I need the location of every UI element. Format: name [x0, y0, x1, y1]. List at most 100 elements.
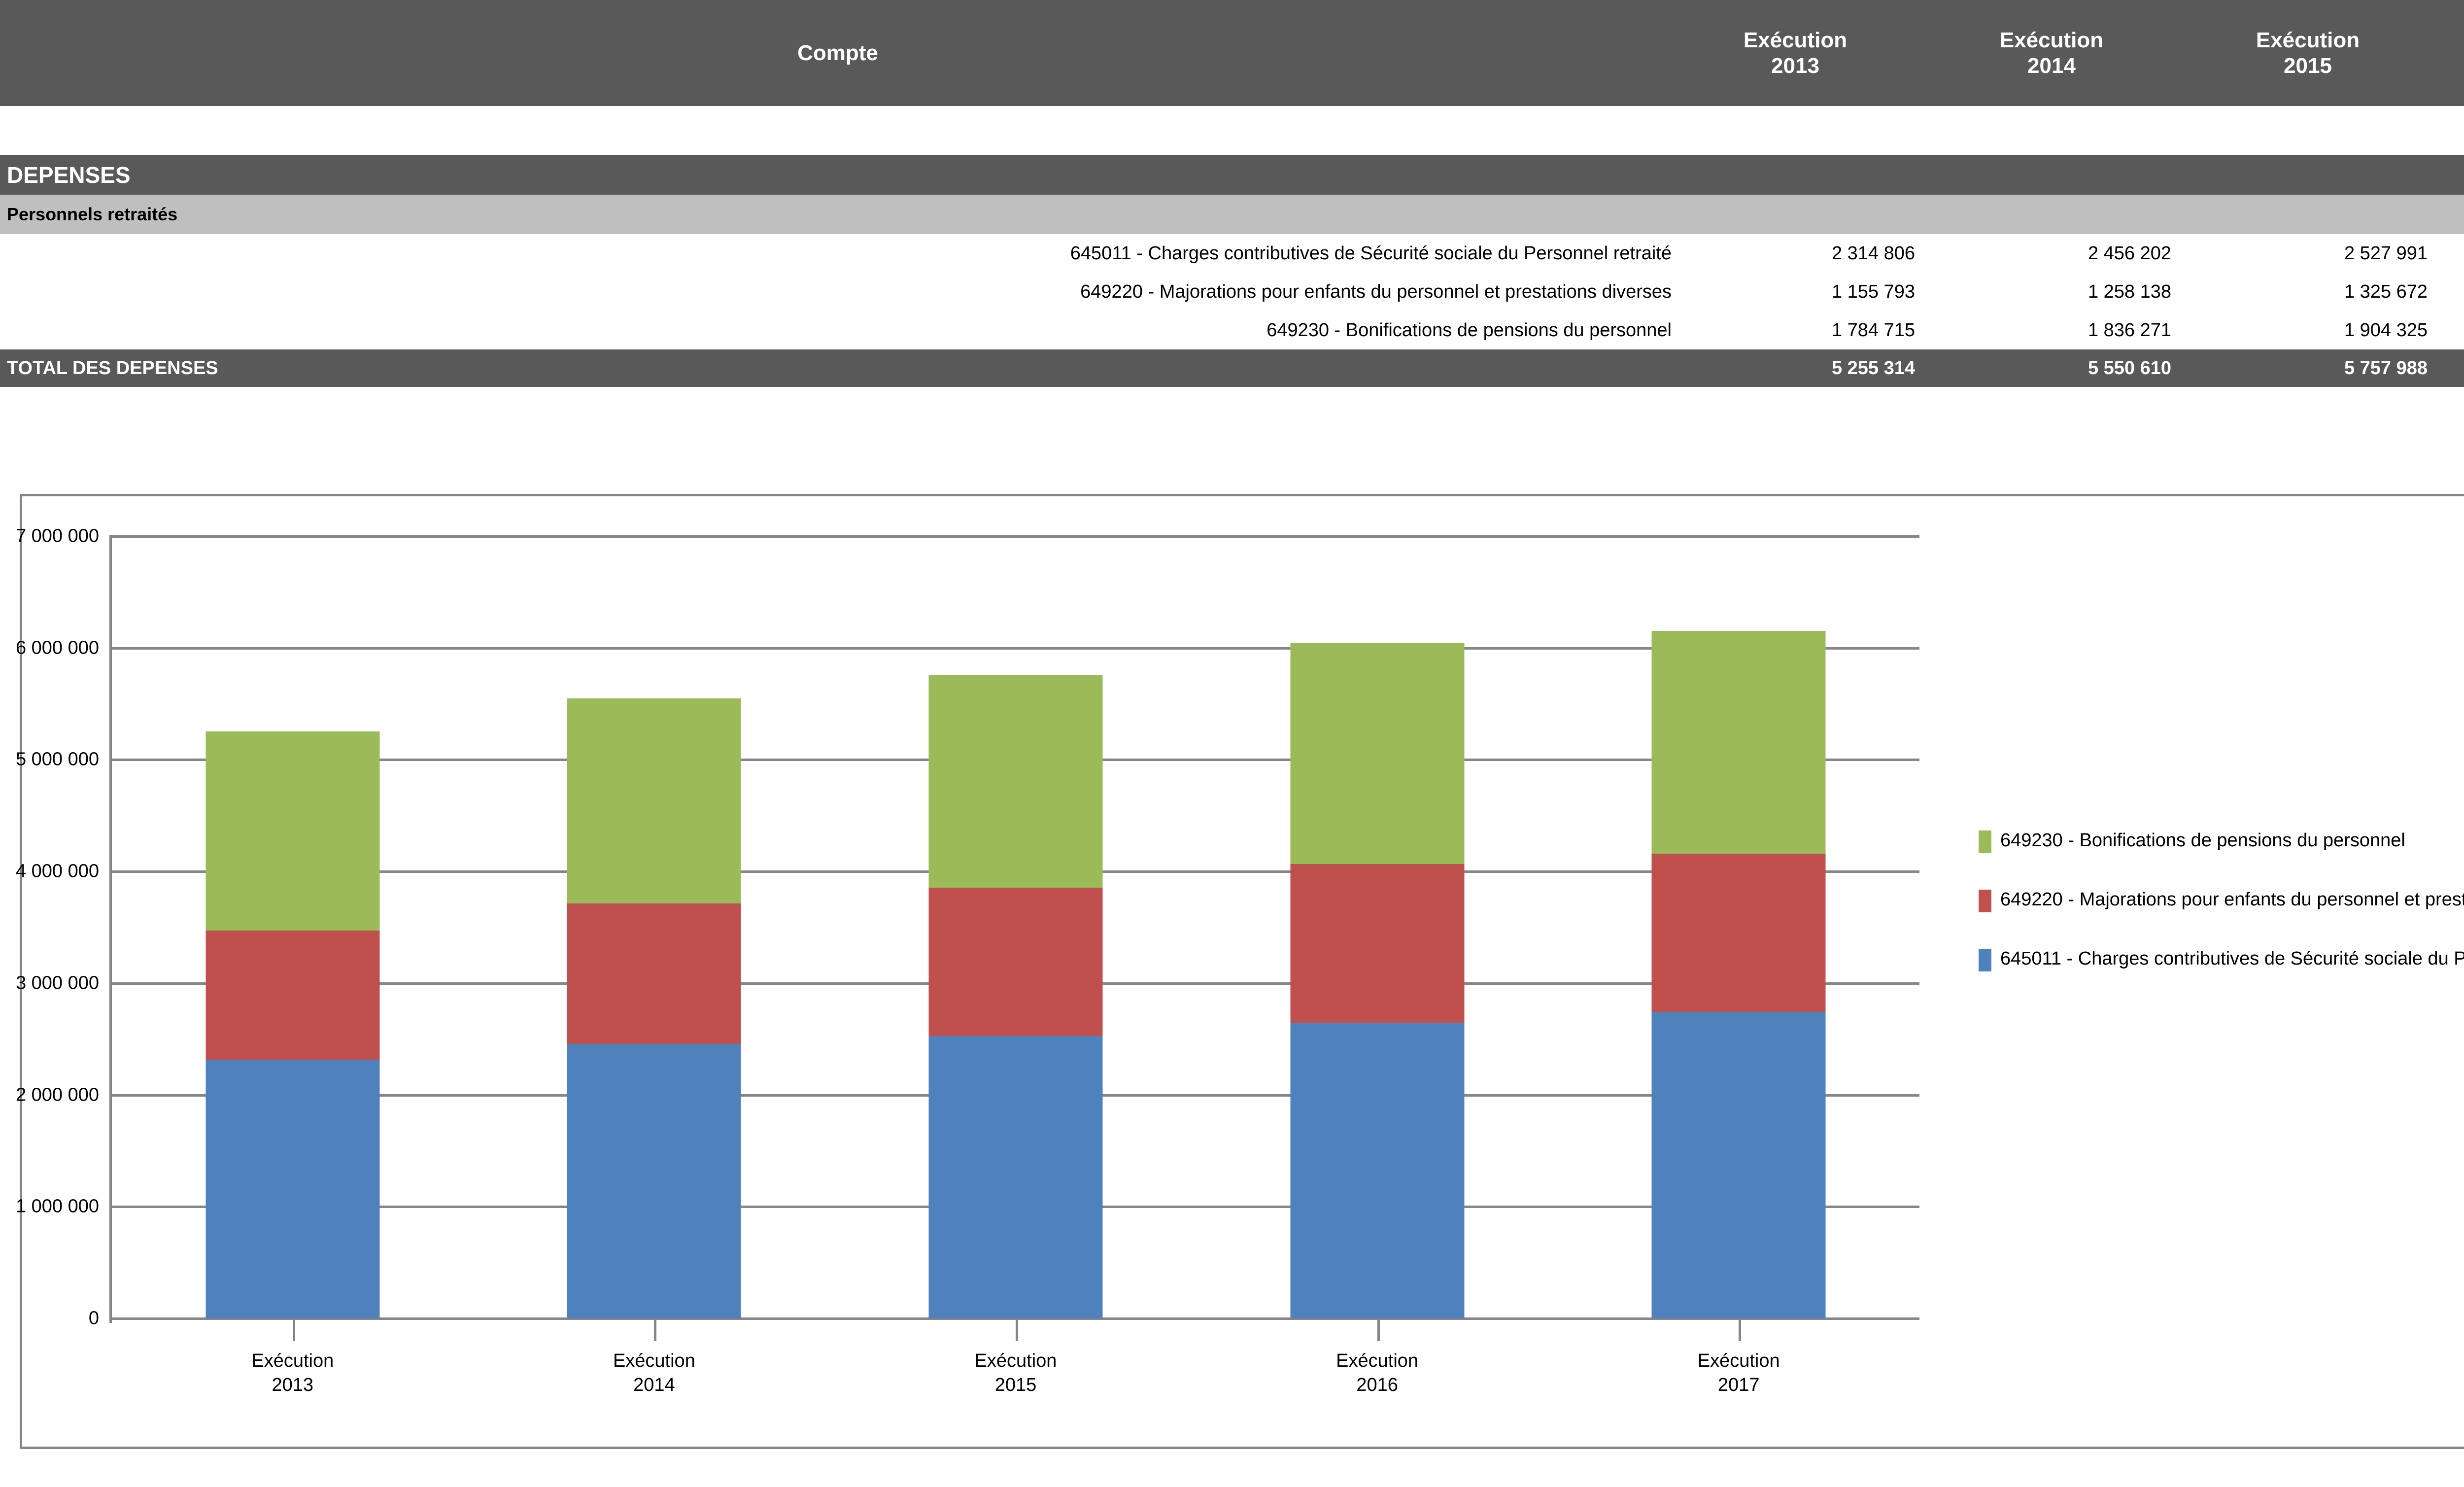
y-axis-tick-label: 3 000 000 — [15, 972, 99, 994]
chart-bars: Exécution 2013 Exécution 2014 Exécution 2015 E… — [112, 536, 1919, 1395]
bar-segment[interactable] — [567, 1044, 741, 1318]
x-axis-tick — [1377, 1318, 1380, 1341]
x-axis-tick-label-line1: Exécution — [251, 1350, 334, 1371]
x-axis-tick — [1739, 1318, 1742, 1341]
x-axis-tick-label: Exécution 2016 — [1336, 1349, 1418, 1398]
y-axis-tick-label: 6 000 000 — [15, 637, 99, 658]
chart-plot-area: 7 000 000 6 000 000 5 000 000 4 000 000 3 00… — [16, 526, 1919, 1395]
column-header-exec-2016-line1: Exécution — [2444, 28, 2464, 53]
x-axis-tick-label-line1: Exécution — [613, 1350, 695, 1371]
bar-stack[interactable] — [928, 675, 1103, 1318]
table-row: 649220 - Majorations pour enfants du per… — [0, 273, 2464, 311]
table-total-row: TOTAL DES DEPENSES 5 255 314 5 550 610 5… — [0, 349, 2464, 387]
budget-table-panel: Compte Exécution 2013 Exécution 2014 Exé… — [0, 0, 2464, 387]
bar-segment[interactable] — [928, 888, 1103, 1036]
bar-segment[interactable] — [567, 698, 741, 903]
x-axis-tick — [292, 1318, 295, 1341]
column-header-exec-2013-line1: Exécution — [1743, 28, 1848, 53]
cell-649230-2013: 1 784 715 — [1676, 311, 1932, 349]
x-axis-tick-label-line1: Exécution — [974, 1350, 1057, 1371]
bar-segment[interactable] — [928, 1036, 1103, 1318]
cell-649220-2014: 1 258 138 — [1932, 273, 2188, 311]
chart-legend: 649230 - Bonifications de pensions du pe… — [1979, 828, 2464, 1005]
bar-segment[interactable] — [1651, 630, 1826, 854]
column-header-exec-2014-line1: Exécution — [1999, 28, 2104, 53]
budget-table: Compte Exécution 2013 Exécution 2014 Exé… — [0, 0, 2464, 387]
legend-label: 645011 - Charges contributives de Sécuri… — [2000, 948, 2464, 969]
bar-segment[interactable] — [1651, 854, 1826, 1012]
y-axis-tick-label: 1 000 000 — [15, 1196, 99, 1217]
cell-649230-2014: 1 836 271 — [1932, 311, 2188, 349]
bar-segment[interactable] — [205, 931, 380, 1060]
subsection-row-personnels-retraites: Personnels retraités — [0, 195, 2464, 234]
x-axis-tick-label-line2: 2017 — [1717, 1375, 1760, 1396]
bar-stack[interactable] — [1290, 643, 1465, 1318]
bar-stack[interactable] — [205, 731, 380, 1318]
section-title-depenses: DEPENSES — [0, 155, 2464, 195]
table-header-row: Compte Exécution 2013 Exécution 2014 Exé… — [0, 0, 2464, 106]
row-label-649220: 649220 - Majorations pour enfants du per… — [0, 273, 1676, 311]
bar-group[interactable]: Exécution 2013 — [112, 536, 474, 1395]
cell-645011-2015: 2 527 991 — [2188, 234, 2444, 273]
table-spacer-row — [0, 106, 2464, 155]
legend-item[interactable]: 645011 - Charges contributives de Sécuri… — [1979, 946, 2464, 972]
legend-swatch-icon — [1979, 830, 1991, 853]
x-axis-tick — [654, 1318, 657, 1341]
cell-649230-2015: 1 904 325 — [2188, 311, 2444, 349]
bar-segment[interactable] — [567, 903, 741, 1044]
bar-stack[interactable] — [567, 698, 741, 1318]
bar-segment[interactable] — [928, 675, 1103, 888]
bar-segment[interactable] — [205, 1060, 380, 1318]
x-axis-tick-label-line2: 2013 — [272, 1375, 314, 1396]
cell-649220-2013: 1 155 793 — [1676, 273, 1932, 311]
column-header-exec-2015: Exécution 2015 — [2188, 0, 2444, 106]
cell-645011-2013: 2 314 806 — [1676, 234, 1932, 273]
bar-segment[interactable] — [205, 731, 380, 931]
table-row: 645011 - Charges contributives de Sécuri… — [0, 234, 2464, 273]
column-header-exec-2015-line2: 2015 — [2284, 53, 2332, 78]
x-axis-tick-label-line1: Exécution — [1336, 1350, 1419, 1371]
cell-645011-2014: 2 456 202 — [1932, 234, 2188, 273]
legend-item[interactable]: 649220 - Majorations pour enfants du per… — [1979, 887, 2464, 913]
x-axis-tick-label: Exécution 2014 — [613, 1349, 695, 1398]
y-axis-tick-label: 0 — [88, 1308, 99, 1329]
bar-group[interactable]: Exécution 2016 — [1197, 536, 1558, 1395]
bar-group[interactable]: Exécution 2015 — [835, 536, 1197, 1395]
bar-segment[interactable] — [1290, 643, 1465, 864]
x-axis-tick-label-line1: Exécution — [1697, 1350, 1780, 1371]
y-axis-tick-label: 2 000 000 — [15, 1084, 99, 1106]
x-axis-tick-label: Exécution 2015 — [975, 1349, 1057, 1398]
legend-item[interactable]: 649230 - Bonifications de pensions du pe… — [1979, 828, 2464, 854]
stacked-bar-chart: 7 000 000 6 000 000 5 000 000 4 000 000 3 00… — [16, 494, 2464, 1449]
bar-segment[interactable] — [1290, 864, 1465, 1023]
bar-group[interactable]: Exécution 2017 — [1558, 536, 1919, 1395]
bar-stack[interactable] — [1651, 630, 1826, 1318]
y-axis-tick-label: 4 000 000 — [15, 861, 99, 882]
cell-649220-2016: 1 420 770 — [2444, 273, 2464, 311]
x-axis-tick — [1015, 1318, 1018, 1341]
column-header-exec-2013: Exécution 2013 — [1676, 0, 1932, 106]
total-2013: 5 255 314 — [1676, 349, 1932, 387]
column-header-exec-2014: Exécution 2014 — [1932, 0, 2188, 106]
subsection-title-personnels-retraites: Personnels retraités — [0, 195, 2464, 234]
legend-swatch-icon — [1979, 889, 1991, 912]
x-axis-tick-label: Exécution 2013 — [251, 1349, 334, 1398]
bar-segment[interactable] — [1651, 1012, 1826, 1318]
table-row: 649230 - Bonifications de pensions du pe… — [0, 311, 2464, 349]
legend-label: 649220 - Majorations pour enfants du per… — [2000, 889, 2464, 910]
table-spacer-cell — [0, 106, 2464, 155]
bar-segment[interactable] — [1290, 1022, 1465, 1318]
column-header-exec-2013-line2: 2013 — [1771, 53, 1819, 78]
x-axis-tick-label-line2: 2016 — [1356, 1375, 1398, 1396]
row-label-645011: 645011 - Charges contributives de Sécuri… — [0, 234, 1676, 273]
gridline — [112, 647, 1919, 650]
total-2016: 6 047 104 — [2444, 349, 2464, 387]
x-axis-tick-label-line2: 2014 — [633, 1375, 675, 1396]
cell-649230-2016: 1 978 764 — [2444, 311, 2464, 349]
cell-649220-2015: 1 325 672 — [2188, 273, 2444, 311]
column-header-exec-2016-line2: 2016 — [2444, 53, 2464, 78]
bar-group[interactable]: Exécution 2014 — [474, 536, 835, 1395]
column-header-exec-2014-line2: 2014 — [2027, 53, 2076, 78]
gridline — [112, 535, 1919, 538]
row-label-649230: 649230 - Bonifications de pensions du pe… — [0, 311, 1676, 349]
